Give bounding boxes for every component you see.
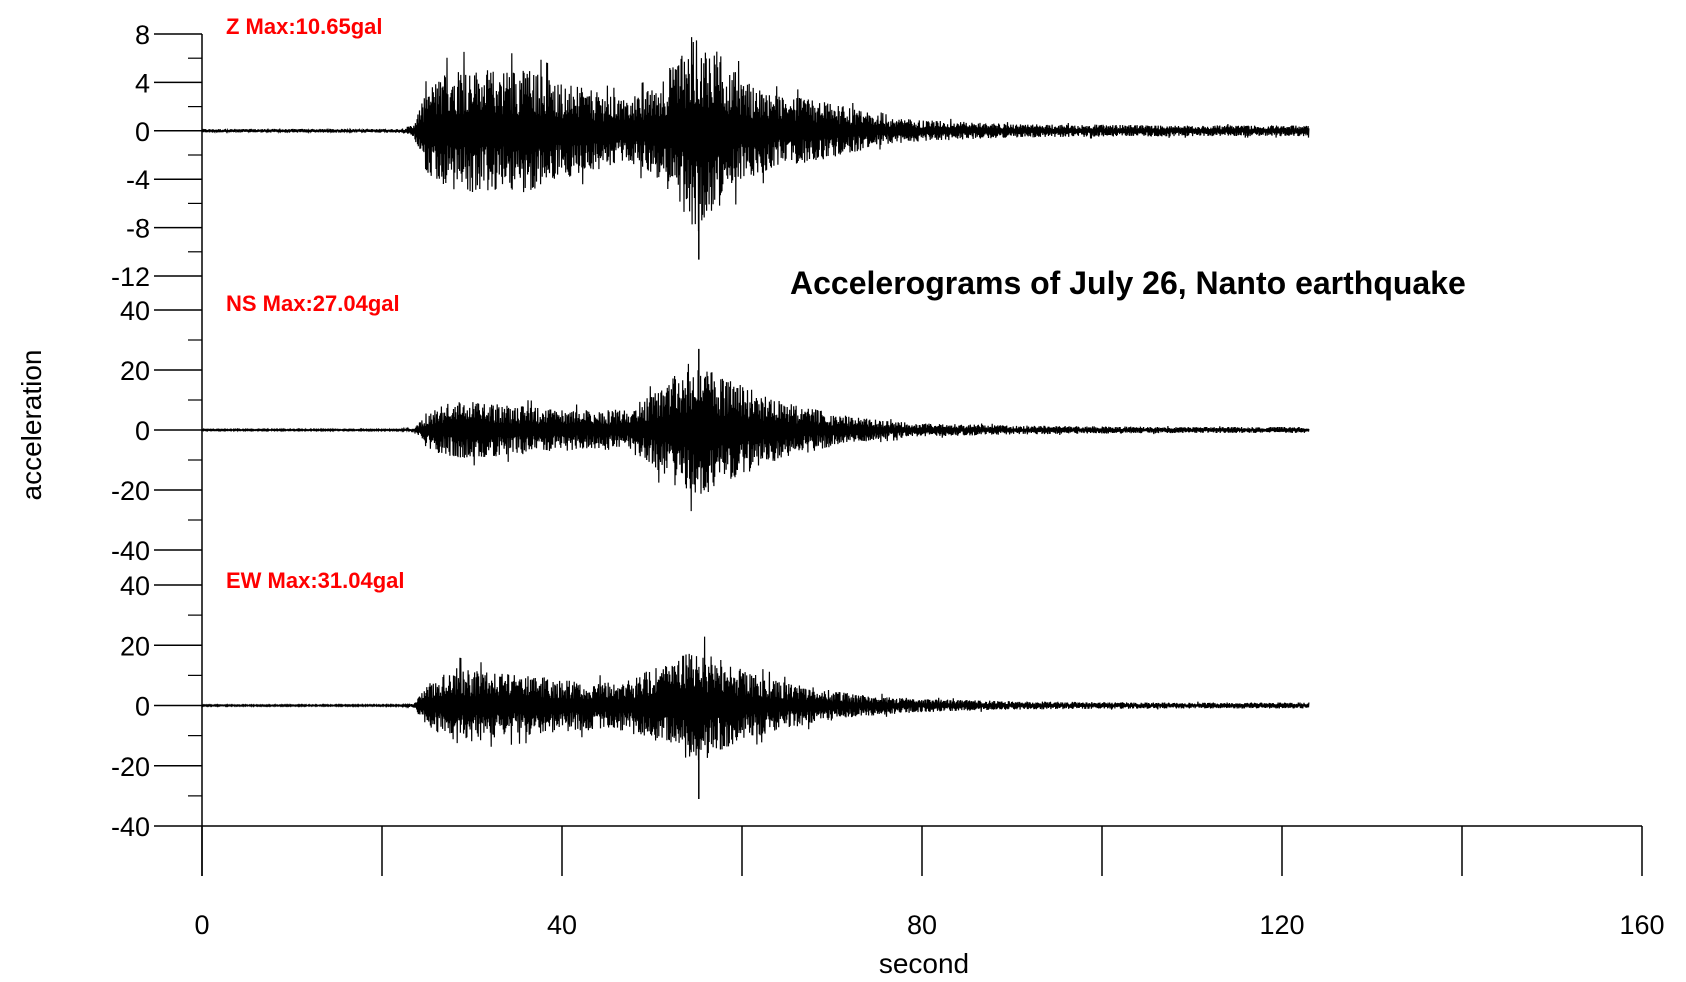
y-tick-label-z: -12	[111, 262, 150, 292]
y-tick-label-ns: 20	[120, 356, 150, 386]
y-tick-label-ns: -20	[111, 476, 150, 506]
y-tick-label-z: 8	[135, 20, 150, 50]
y-tick-label-ew: -20	[111, 752, 150, 782]
max-label-ew: EW Max:31.04gal	[226, 568, 405, 593]
chart-title: Accelerograms of July 26, Nanto earthqua…	[790, 265, 1466, 301]
y-tick-label-z: 4	[135, 68, 150, 98]
y-tick-label-z: -8	[126, 214, 150, 244]
x-tick-label: 80	[907, 910, 937, 940]
x-tick-label: 0	[194, 910, 209, 940]
y-tick-label-ew: -40	[111, 812, 150, 842]
y-tick-label-ns: 0	[135, 416, 150, 446]
trace-ew	[201, 636, 1310, 761]
y-tick-label-z: 0	[135, 117, 150, 147]
y-tick-label-ns: 40	[120, 296, 150, 326]
y-tick-label-z: -4	[126, 165, 150, 195]
y-tick-label-ew: 20	[120, 631, 150, 661]
max-label-ns: NS Max:27.04gal	[226, 291, 400, 316]
y-axis-label: acceleration	[16, 350, 47, 501]
max-label-z: Z Max:10.65gal	[226, 14, 383, 39]
y-tick-label-ew: 0	[135, 692, 150, 722]
x-tick-label: 120	[1259, 910, 1304, 940]
y-tick-label-ew: 40	[120, 571, 150, 601]
trace-z	[201, 37, 1310, 232]
x-axis-label: second	[879, 948, 969, 979]
traces-layer	[201, 37, 1310, 800]
x-tick-label: 160	[1619, 910, 1664, 940]
x-tick-label: 40	[547, 910, 577, 940]
trace-ns	[201, 363, 1310, 512]
y-tick-label-ns: -40	[111, 536, 150, 566]
labels-layer: Z Max:10.65gal NS Max:27.04gal EW Max:31.0…	[226, 14, 405, 593]
